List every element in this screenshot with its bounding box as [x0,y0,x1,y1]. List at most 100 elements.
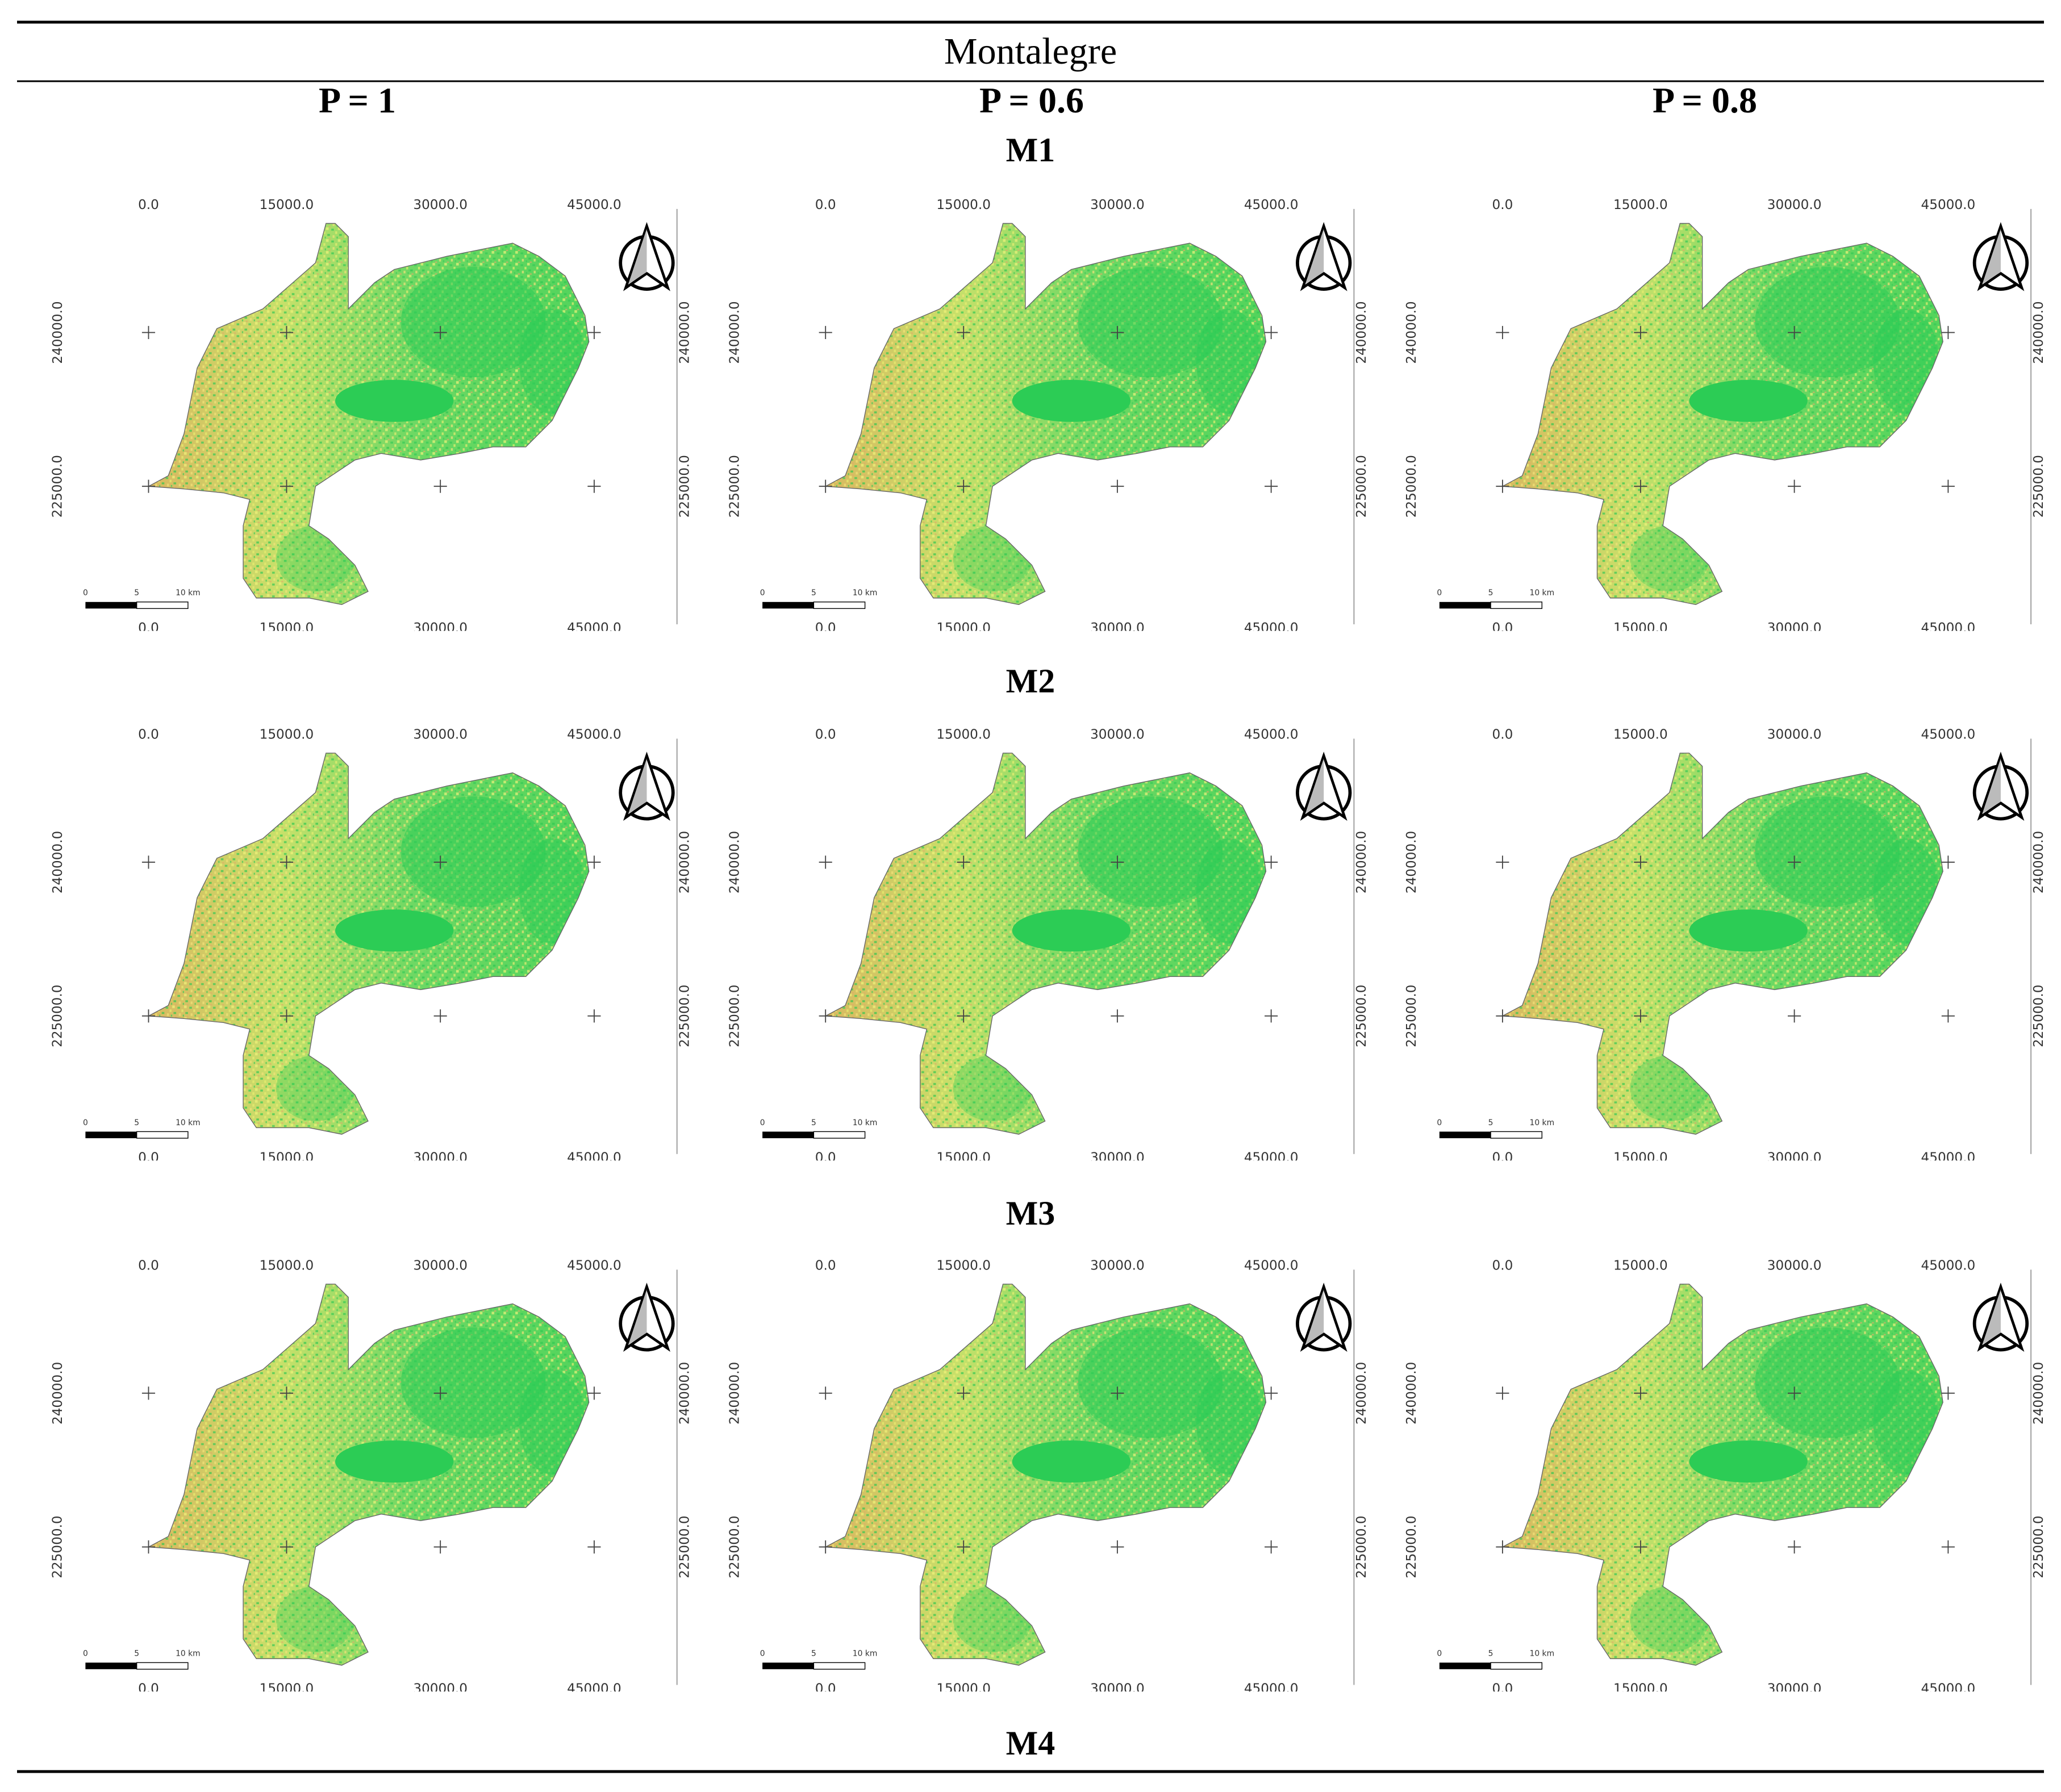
scale-bar [136,1131,189,1139]
scale-bar [1490,1662,1543,1670]
x-axis-label-top: 0.0 [1492,1258,1513,1273]
scale-label: 5 [1488,1649,1493,1659]
scale-label: 5 [811,588,816,598]
forest [1755,796,1900,907]
y-axis-label-right: 225000.0 [1354,985,1369,1047]
y-axis-label-right: 225000.0 [2031,985,2046,1047]
scale-bar [1439,1131,1491,1138]
scale-bar [136,601,189,609]
x-axis-label-top: 45000.0 [1244,198,1299,212]
scale-bar [762,1131,814,1138]
x-axis-label-top: 45000.0 [567,198,621,212]
scale-label: 10 km [176,1649,201,1659]
x-axis-label-bottom: 30000.0 [1767,1151,1822,1166]
map: 0.0 0.0 15000.0 15000.0 30000.0 30000.0 45000.… [51,1258,692,1696]
forest [519,308,585,414]
forest [400,266,546,378]
forest [1689,1440,1808,1483]
forest [519,838,585,944]
y-axis-label-right: 240000.0 [2031,1362,2046,1425]
x-axis-label-bottom: 45000.0 [1921,621,1976,636]
map: 0.0 0.0 15000.0 15000.0 30000.0 30000.0 45000.… [1404,727,2046,1166]
x-axis-label-top: 0.0 [138,1258,159,1273]
x-axis-label-bottom: 15000.0 [936,1151,991,1166]
scale-label: 10 km [1530,1118,1555,1127]
x-axis-label-top: 15000.0 [260,1258,314,1273]
scale-label: 0 [760,1118,765,1127]
scale-bar [1490,1131,1543,1139]
x-axis-label-top: 30000.0 [1090,1258,1145,1273]
x-axis-label-top: 45000.0 [1921,727,1976,742]
x-axis-label-bottom: 45000.0 [1921,1151,1976,1166]
x-axis-label-bottom: 15000.0 [936,621,991,636]
title: Montalegre [944,31,1117,72]
north-arrow-shade [1982,228,2001,284]
y-axis-label-left: 225000.0 [1404,985,1419,1047]
x-axis-label-bottom: 30000.0 [413,1681,468,1696]
scale-label: 0 [760,588,765,598]
forest [335,909,454,952]
forest [1630,1586,1709,1652]
forest [400,796,546,907]
x-axis-label-bottom: 15000.0 [260,1681,314,1696]
forest [1755,1327,1900,1438]
scale-label: 10 km [853,1649,878,1659]
north-arrow-shade [1305,1289,1324,1345]
scale-label: 0 [760,1649,765,1659]
map: 0.0 0.0 15000.0 15000.0 30000.0 30000.0 45000.… [727,727,1369,1166]
x-axis-label-top: 15000.0 [1613,1258,1668,1273]
scale-label: 10 km [176,1118,201,1127]
y-axis-label-left: 225000.0 [51,985,65,1047]
x-axis-label-top: 15000.0 [260,727,314,742]
y-axis-label-right: 240000.0 [678,1362,692,1425]
x-axis-label-top: 15000.0 [936,1258,991,1273]
y-axis-label-right: 240000.0 [1354,1362,1369,1425]
forest [335,379,454,422]
forest [1196,838,1262,944]
scale-label: 0 [1437,588,1442,598]
forest [1012,909,1131,952]
x-axis-label-bottom: 45000.0 [1244,1151,1299,1166]
forest [1078,266,1223,378]
x-axis-label-top: 45000.0 [1244,727,1299,742]
scale-label: 0 [83,1118,88,1127]
forest [1012,1440,1131,1483]
x-axis-label-bottom: 0.0 [1492,1151,1513,1166]
x-axis-label-top: 45000.0 [1244,1258,1299,1273]
x-axis-label-bottom: 0.0 [1492,1681,1513,1696]
x-axis-label-bottom: 0.0 [138,621,159,636]
x-axis-label-bottom: 30000.0 [1767,621,1822,636]
forest [1078,1327,1223,1438]
map: 0.0 0.0 15000.0 15000.0 30000.0 30000.0 45000.… [51,727,692,1166]
y-axis-label-left: 225000.0 [727,985,742,1047]
x-axis-label-bottom: 15000.0 [260,1151,314,1166]
x-axis-label-bottom: 15000.0 [1613,1151,1668,1166]
forest-areas [953,796,1262,1121]
x-axis-label-bottom: 0.0 [815,621,836,636]
scale-bar [1439,1662,1491,1669]
y-axis-label-right: 240000.0 [678,301,692,364]
scale-bar [1490,601,1543,609]
scale-label: 5 [811,1649,816,1659]
y-axis-label-right: 225000.0 [678,455,692,517]
y-axis-label-left: 225000.0 [727,455,742,517]
scale-label: 5 [811,1118,816,1127]
map: 0.0 0.0 15000.0 15000.0 30000.0 30000.0 45000.… [727,1258,1369,1696]
x-axis-label-bottom: 45000.0 [567,1151,621,1166]
forest-areas [1630,1327,1939,1652]
forest [1630,1055,1709,1121]
north-arrow-shade [1982,758,2001,814]
scale-bar [762,601,814,609]
x-axis-label-bottom: 15000.0 [1613,1681,1668,1696]
x-axis-label-bottom: 45000.0 [1244,1681,1299,1696]
forest [1689,379,1808,422]
y-axis-label-right: 240000.0 [1354,831,1369,893]
x-axis-label-bottom: 15000.0 [1613,621,1668,636]
y-axis-label-left: 240000.0 [727,1362,742,1425]
x-axis-label-bottom: 30000.0 [413,1151,468,1166]
x-axis-label-top: 30000.0 [413,727,468,742]
forest [276,1586,355,1652]
x-axis-label-bottom: 0.0 [815,1151,836,1166]
y-axis-label-right: 240000.0 [678,831,692,893]
x-axis-label-bottom: 15000.0 [936,1681,991,1696]
